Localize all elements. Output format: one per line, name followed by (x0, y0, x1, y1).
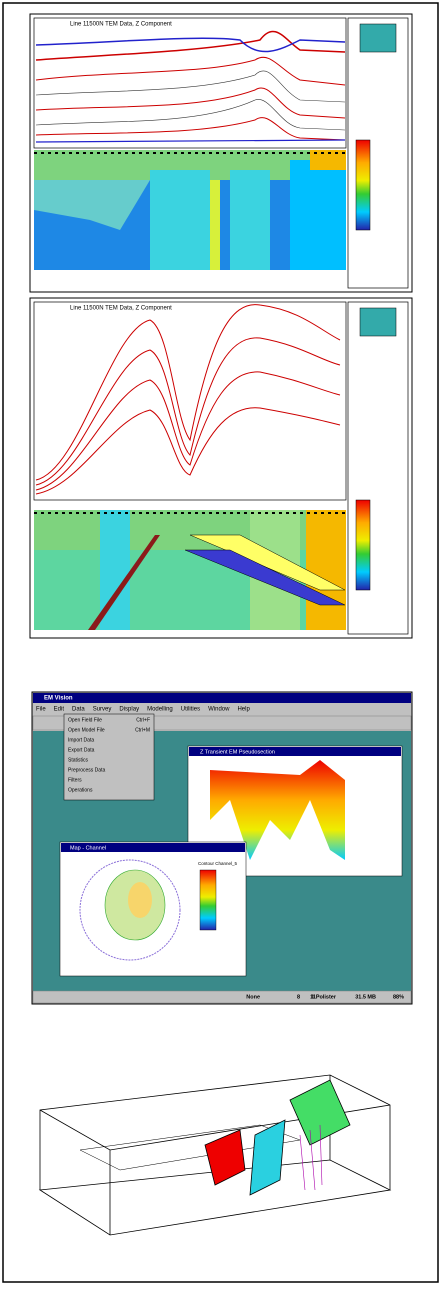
menu-item[interactable]: File (36, 707, 46, 713)
menu-item[interactable]: Edit (54, 707, 65, 713)
dropdown-item[interactable]: Open Model File (68, 727, 105, 733)
section-layer (210, 180, 220, 270)
plot-title: Line 11500N TEM Data, Z Component (70, 22, 172, 28)
shortcut: Ctrl+M (135, 727, 150, 733)
status-field: 88% (393, 994, 404, 1000)
menu-item[interactable]: Display (119, 707, 139, 713)
menu-item[interactable]: Help (237, 707, 250, 713)
dropdown-item[interactable]: Export Data (68, 747, 95, 753)
dropdown-item[interactable]: Import Data (68, 737, 94, 743)
profile-plot (34, 302, 346, 500)
menu-item[interactable]: Data (72, 707, 85, 713)
status-field: None (246, 994, 260, 1000)
dropdown-item[interactable]: Statistics (68, 757, 89, 763)
status-field: 8 (297, 994, 300, 1000)
logo (360, 308, 396, 336)
menu-item[interactable]: Modelling (147, 707, 173, 713)
plot-title: Line 11500N TEM Data, Z Component (70, 306, 172, 312)
legend (356, 500, 370, 590)
section-layer (150, 170, 210, 270)
title-bar (33, 693, 411, 703)
panel-1: Line 11500N TEM Data, Z Component (30, 14, 412, 292)
dropdown-item[interactable]: Open Field File (68, 717, 102, 723)
page: Line 11500N TEM Data, Z Component Line 1… (0, 0, 441, 1285)
shortcut: Ctrl+F (136, 717, 150, 723)
logo (360, 24, 396, 52)
profile-plot (34, 18, 346, 148)
legend (356, 140, 370, 230)
legend (200, 870, 216, 930)
map-window: Map - Channel Contour Channel_5 (60, 842, 246, 976)
dropdown-item[interactable]: Operations (68, 787, 93, 793)
section-layer (306, 510, 346, 630)
status-field: 1 Polister (311, 994, 337, 1000)
window-title: EM Vision (44, 696, 73, 702)
dropdown-item[interactable]: Preprocess Data (68, 767, 105, 773)
window-title: Z Transient EM Pseudosection (200, 749, 275, 755)
menu-item[interactable]: Survey (93, 707, 112, 713)
dropdown-menu: Open Field File Ctrl+F Open Model File Ctrl… (64, 714, 154, 800)
legend-title: Contour Channel_5 (198, 861, 238, 866)
app-window: EM Vision File Edit Data Survey Display Model… (32, 692, 412, 1004)
menu-item[interactable]: Window (208, 707, 230, 713)
window-title: Map - Channel (70, 845, 106, 851)
contour (128, 882, 152, 918)
panel-2: Line 11500N TEM Data, Z Component (30, 298, 412, 638)
status-field: 31.5 MB (355, 994, 376, 1000)
menu-item[interactable]: Utilities (181, 707, 200, 713)
dropdown-item[interactable]: Filters (68, 777, 82, 783)
section-layer (290, 160, 346, 270)
section-layer (230, 170, 270, 270)
